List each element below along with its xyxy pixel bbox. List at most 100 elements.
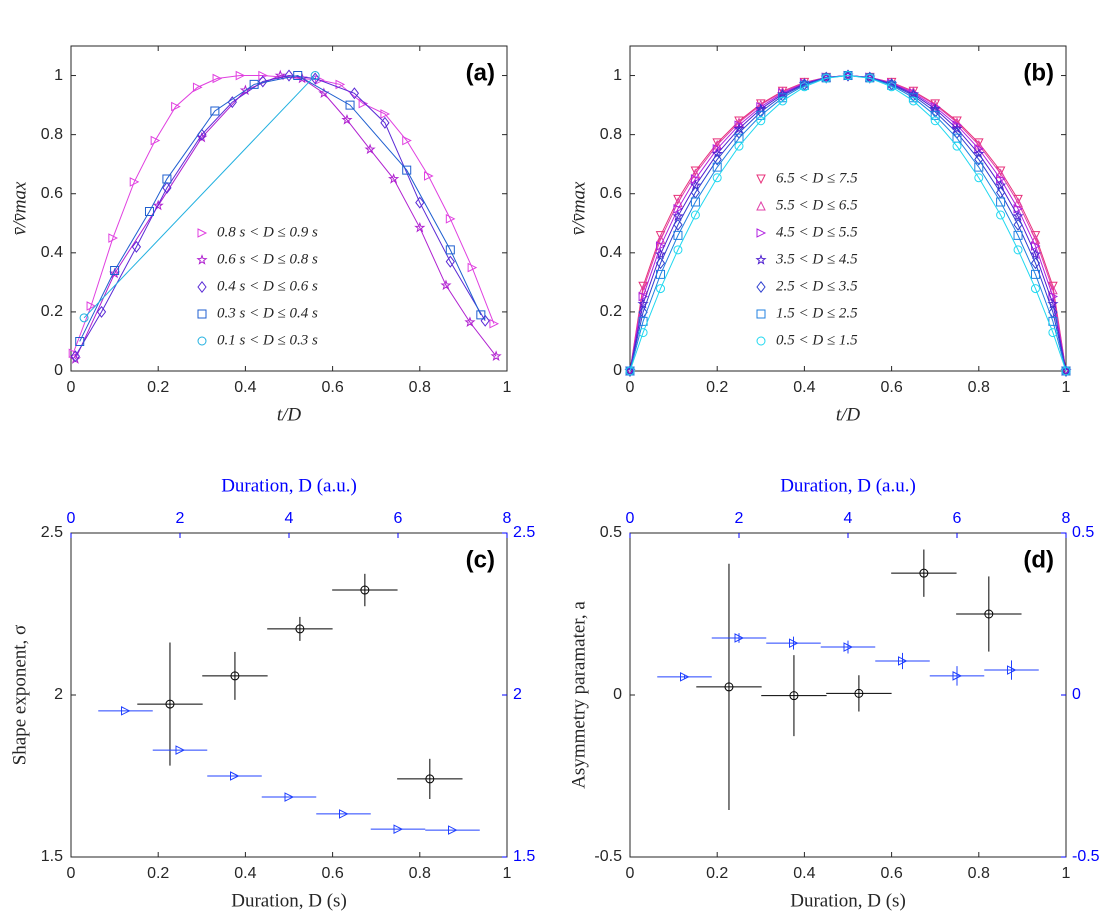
data-point: [1030, 257, 1041, 270]
fit-line: [74, 75, 486, 357]
data-point: [974, 162, 984, 172]
data-point: [929, 103, 941, 114]
data-point: [843, 69, 853, 82]
data-point: [712, 153, 722, 166]
data-point: [86, 301, 97, 311]
data-point: [680, 672, 690, 682]
data-point: [673, 245, 683, 255]
x-tick-label: 0.2: [706, 865, 728, 882]
data-point: [402, 165, 412, 175]
data-point: [360, 585, 370, 595]
data-point: [974, 173, 984, 183]
legend-label: 0.6 s < D ≤ 0.8 s: [217, 251, 318, 267]
data-point: [70, 350, 80, 363]
data-point: [887, 82, 897, 92]
data-point: [414, 221, 426, 233]
data-point: [973, 147, 985, 159]
data-point: [1007, 665, 1017, 675]
data-point: [1013, 245, 1023, 255]
x-tick-label: 1: [503, 379, 512, 396]
data-point: [734, 633, 745, 643]
data-point: [230, 671, 240, 681]
x2-tick-label: 8: [503, 510, 512, 527]
x-tick-label: 0: [67, 379, 76, 396]
data-point: [1029, 248, 1042, 260]
data-point: [799, 82, 809, 92]
x-tick-label: 0: [67, 865, 76, 882]
y-tick-label: 1: [54, 67, 63, 84]
data-point: [996, 210, 1006, 220]
data-point: [467, 262, 478, 273]
data-point: [96, 305, 107, 318]
data-point: [121, 706, 131, 716]
data-point: [952, 133, 962, 143]
data-point: [865, 71, 875, 84]
data-point: [284, 792, 295, 802]
y-tick-label: 0.4: [600, 244, 622, 261]
data-point: [284, 69, 294, 82]
x-tick-label: 0.8: [968, 379, 990, 396]
data-point: [339, 809, 349, 819]
data-point: [1030, 269, 1040, 279]
data-point: [110, 266, 120, 276]
y2-tick-label: 0: [1072, 686, 1081, 703]
data-point: [152, 199, 164, 211]
data-point: [230, 771, 240, 781]
data-point: [843, 71, 853, 81]
data-point: [625, 364, 635, 378]
legend-label: 6.5 < D ≤ 7.5: [776, 170, 858, 186]
y2-tick-label: 0.5: [1072, 524, 1094, 541]
fit-line: [629, 75, 1067, 372]
data-point: [476, 310, 486, 320]
data-point: [898, 656, 908, 666]
x-tick-label: 0.2: [147, 865, 169, 882]
data-point: [1048, 328, 1058, 338]
x-tick-label: 0.4: [234, 865, 256, 882]
legend-label: 3.5 < D ≤ 4.5: [775, 251, 858, 267]
data-point: [1061, 366, 1071, 376]
data-point: [489, 318, 500, 329]
axes-box: [629, 532, 1067, 858]
x-tick-label: 0.6: [321, 865, 343, 882]
x-tick-label: 0.8: [409, 379, 431, 396]
y-axis-label: v̄/v̄max: [9, 181, 30, 235]
data-point: [1013, 218, 1023, 231]
data-point: [131, 240, 142, 253]
data-point: [295, 624, 305, 634]
x-axis-label: Duration, D (s): [231, 890, 347, 911]
data-point: [789, 638, 799, 648]
y-tick-label: 0.6: [41, 185, 63, 202]
data-point: [690, 210, 700, 220]
legend-marker: [756, 280, 766, 294]
fit-line: [629, 75, 1067, 372]
data-point: [638, 328, 648, 338]
data-point: [129, 177, 140, 187]
data-point: [162, 181, 172, 194]
y2-tick-label: 2: [513, 686, 522, 703]
data-point: [778, 96, 788, 106]
legend-label: 0.4 s < D ≤ 0.6 s: [217, 278, 318, 294]
x-tick-label: 0.4: [793, 379, 815, 396]
legend-label: 0.8 s < D ≤ 0.9 s: [217, 224, 318, 240]
x2-tick-label: 0: [626, 510, 635, 527]
data-point: [249, 79, 259, 89]
data-point: [310, 71, 320, 81]
x-axis-label: t/D: [277, 404, 302, 425]
x-tick-label: 0.4: [793, 865, 815, 882]
data-point: [380, 116, 390, 129]
data-point: [445, 245, 455, 255]
data-point: [908, 96, 918, 106]
y2-tick-label: 2.5: [513, 524, 535, 541]
data-point: [656, 284, 666, 294]
data-point: [1012, 210, 1024, 221]
x2-tick-label: 0: [67, 510, 76, 527]
x2-tick-label: 4: [285, 510, 294, 527]
y-tick-label: 0.8: [600, 126, 622, 143]
data-point: [1048, 281, 1058, 292]
x-tick-label: 0.8: [409, 865, 431, 882]
y2-tick-label: 1.5: [513, 848, 535, 865]
y-tick-label: 1.5: [41, 848, 63, 865]
fit-line: [629, 75, 1067, 372]
y-tick-label: 0: [54, 362, 63, 379]
